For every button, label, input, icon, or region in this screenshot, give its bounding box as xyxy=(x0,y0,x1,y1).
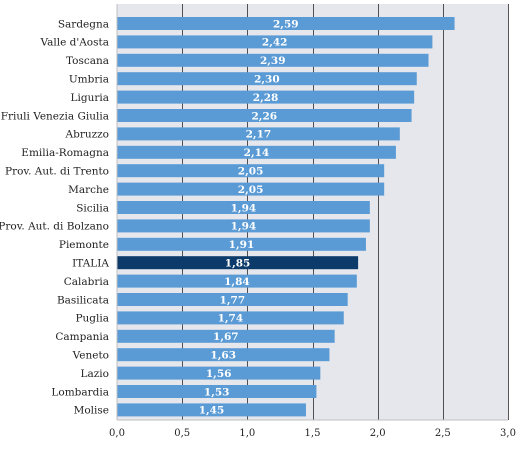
category-label: Liguria xyxy=(71,92,109,104)
data-label: 1,84 xyxy=(224,276,250,288)
category-label: Lombardia xyxy=(51,386,109,398)
data-label: 1,77 xyxy=(220,294,246,306)
data-label: 2,26 xyxy=(251,110,277,122)
bar-veneto xyxy=(117,348,330,362)
data-label: 1,94 xyxy=(231,221,257,233)
data-label: 1,91 xyxy=(229,239,255,251)
bar-piemonte xyxy=(117,237,366,251)
bar-umbria xyxy=(117,72,417,86)
category-label: Calabria xyxy=(64,276,109,288)
bar-italia xyxy=(117,256,359,270)
data-label: 2,28 xyxy=(253,92,279,104)
bar-toscana xyxy=(117,53,429,67)
data-label: 1,45 xyxy=(199,405,225,417)
bar-campania xyxy=(117,329,335,343)
category-label: Lazio xyxy=(81,368,109,380)
bar-emilia-romagna xyxy=(117,145,396,159)
category-label: Prov. Aut. di Trento xyxy=(5,166,109,178)
category-label: Molise xyxy=(74,405,109,417)
category-label: Emilia-Romagna xyxy=(21,147,109,159)
data-label: 1,63 xyxy=(210,350,236,362)
bar-molise xyxy=(117,403,306,417)
bar-puglia xyxy=(117,311,344,325)
bar-liguria xyxy=(117,90,415,104)
x-tick-label: 2,5 xyxy=(435,428,451,439)
x-tick-label: 1,5 xyxy=(305,428,321,439)
category-label: ITALIA xyxy=(72,258,109,270)
data-label: 2,39 xyxy=(260,55,286,67)
category-labels: Sardegna Valle d'Aosta Toscana Umbria Liguri… xyxy=(0,18,109,416)
bar-valle-d-aosta xyxy=(117,35,433,49)
category-label: Marche xyxy=(68,184,109,196)
category-label: Sicilia xyxy=(76,202,109,214)
value-labels: 2,59 2,42 2,39 2,30 2,28 2,26 2,17 2,14 2,05 2,05… xyxy=(199,18,299,416)
data-label: 2,59 xyxy=(273,18,299,30)
x-axis-tick-labels: 0,0 0,5 1,0 1,5 2,0 2,5 3,0 xyxy=(109,428,516,439)
bar-lombardia xyxy=(117,385,317,398)
bar-abruzzo xyxy=(117,127,400,141)
bar-sardegna xyxy=(117,17,455,30)
data-label: 2,42 xyxy=(262,37,288,49)
x-tick-label: 0,5 xyxy=(174,428,190,439)
data-label: 1,56 xyxy=(206,368,232,380)
data-label: 2,05 xyxy=(238,184,264,196)
bar-marche xyxy=(117,182,385,196)
category-label: Veneto xyxy=(72,350,109,362)
bar-friuli-venezia-giulia xyxy=(117,109,412,122)
category-label: Piemonte xyxy=(59,239,109,251)
bar-calabria xyxy=(117,274,357,288)
category-label: Abruzzo xyxy=(65,129,109,141)
x-tick-label: 0,0 xyxy=(109,428,125,439)
bars xyxy=(117,17,455,417)
category-label: Umbria xyxy=(69,74,109,86)
data-label: 2,17 xyxy=(246,129,272,141)
category-label: Puglia xyxy=(75,313,109,325)
category-label: Campania xyxy=(55,331,109,343)
category-label: Friuli Venezia Giulia xyxy=(1,110,109,122)
data-label: 1,67 xyxy=(213,331,239,343)
category-label: Valle d'Aosta xyxy=(39,37,109,49)
data-label: 1,85 xyxy=(225,258,251,270)
data-label: 1,94 xyxy=(231,202,257,214)
data-label: 1,74 xyxy=(218,313,244,325)
bar-lazio xyxy=(117,366,321,380)
data-label: 2,30 xyxy=(254,74,280,86)
data-label: 2,05 xyxy=(238,166,264,178)
data-label: 2,14 xyxy=(244,147,270,159)
bar-prov-aut-di-bolzano xyxy=(117,219,370,233)
category-label: Basilicata xyxy=(57,294,109,306)
bar-basilicata xyxy=(117,293,348,306)
x-tick-label: 2,0 xyxy=(370,428,386,439)
data-label: 1,53 xyxy=(204,386,230,398)
bar-sicilia xyxy=(117,201,370,214)
category-label: Prov. Aut. di Bolzano xyxy=(0,221,109,233)
category-label: Sardegna xyxy=(58,18,109,30)
x-tick-label: 3,0 xyxy=(500,428,516,439)
x-tick-label: 1,0 xyxy=(239,428,255,439)
category-label: Toscana xyxy=(66,55,109,67)
bar-prov-aut-di-trento xyxy=(117,164,385,178)
